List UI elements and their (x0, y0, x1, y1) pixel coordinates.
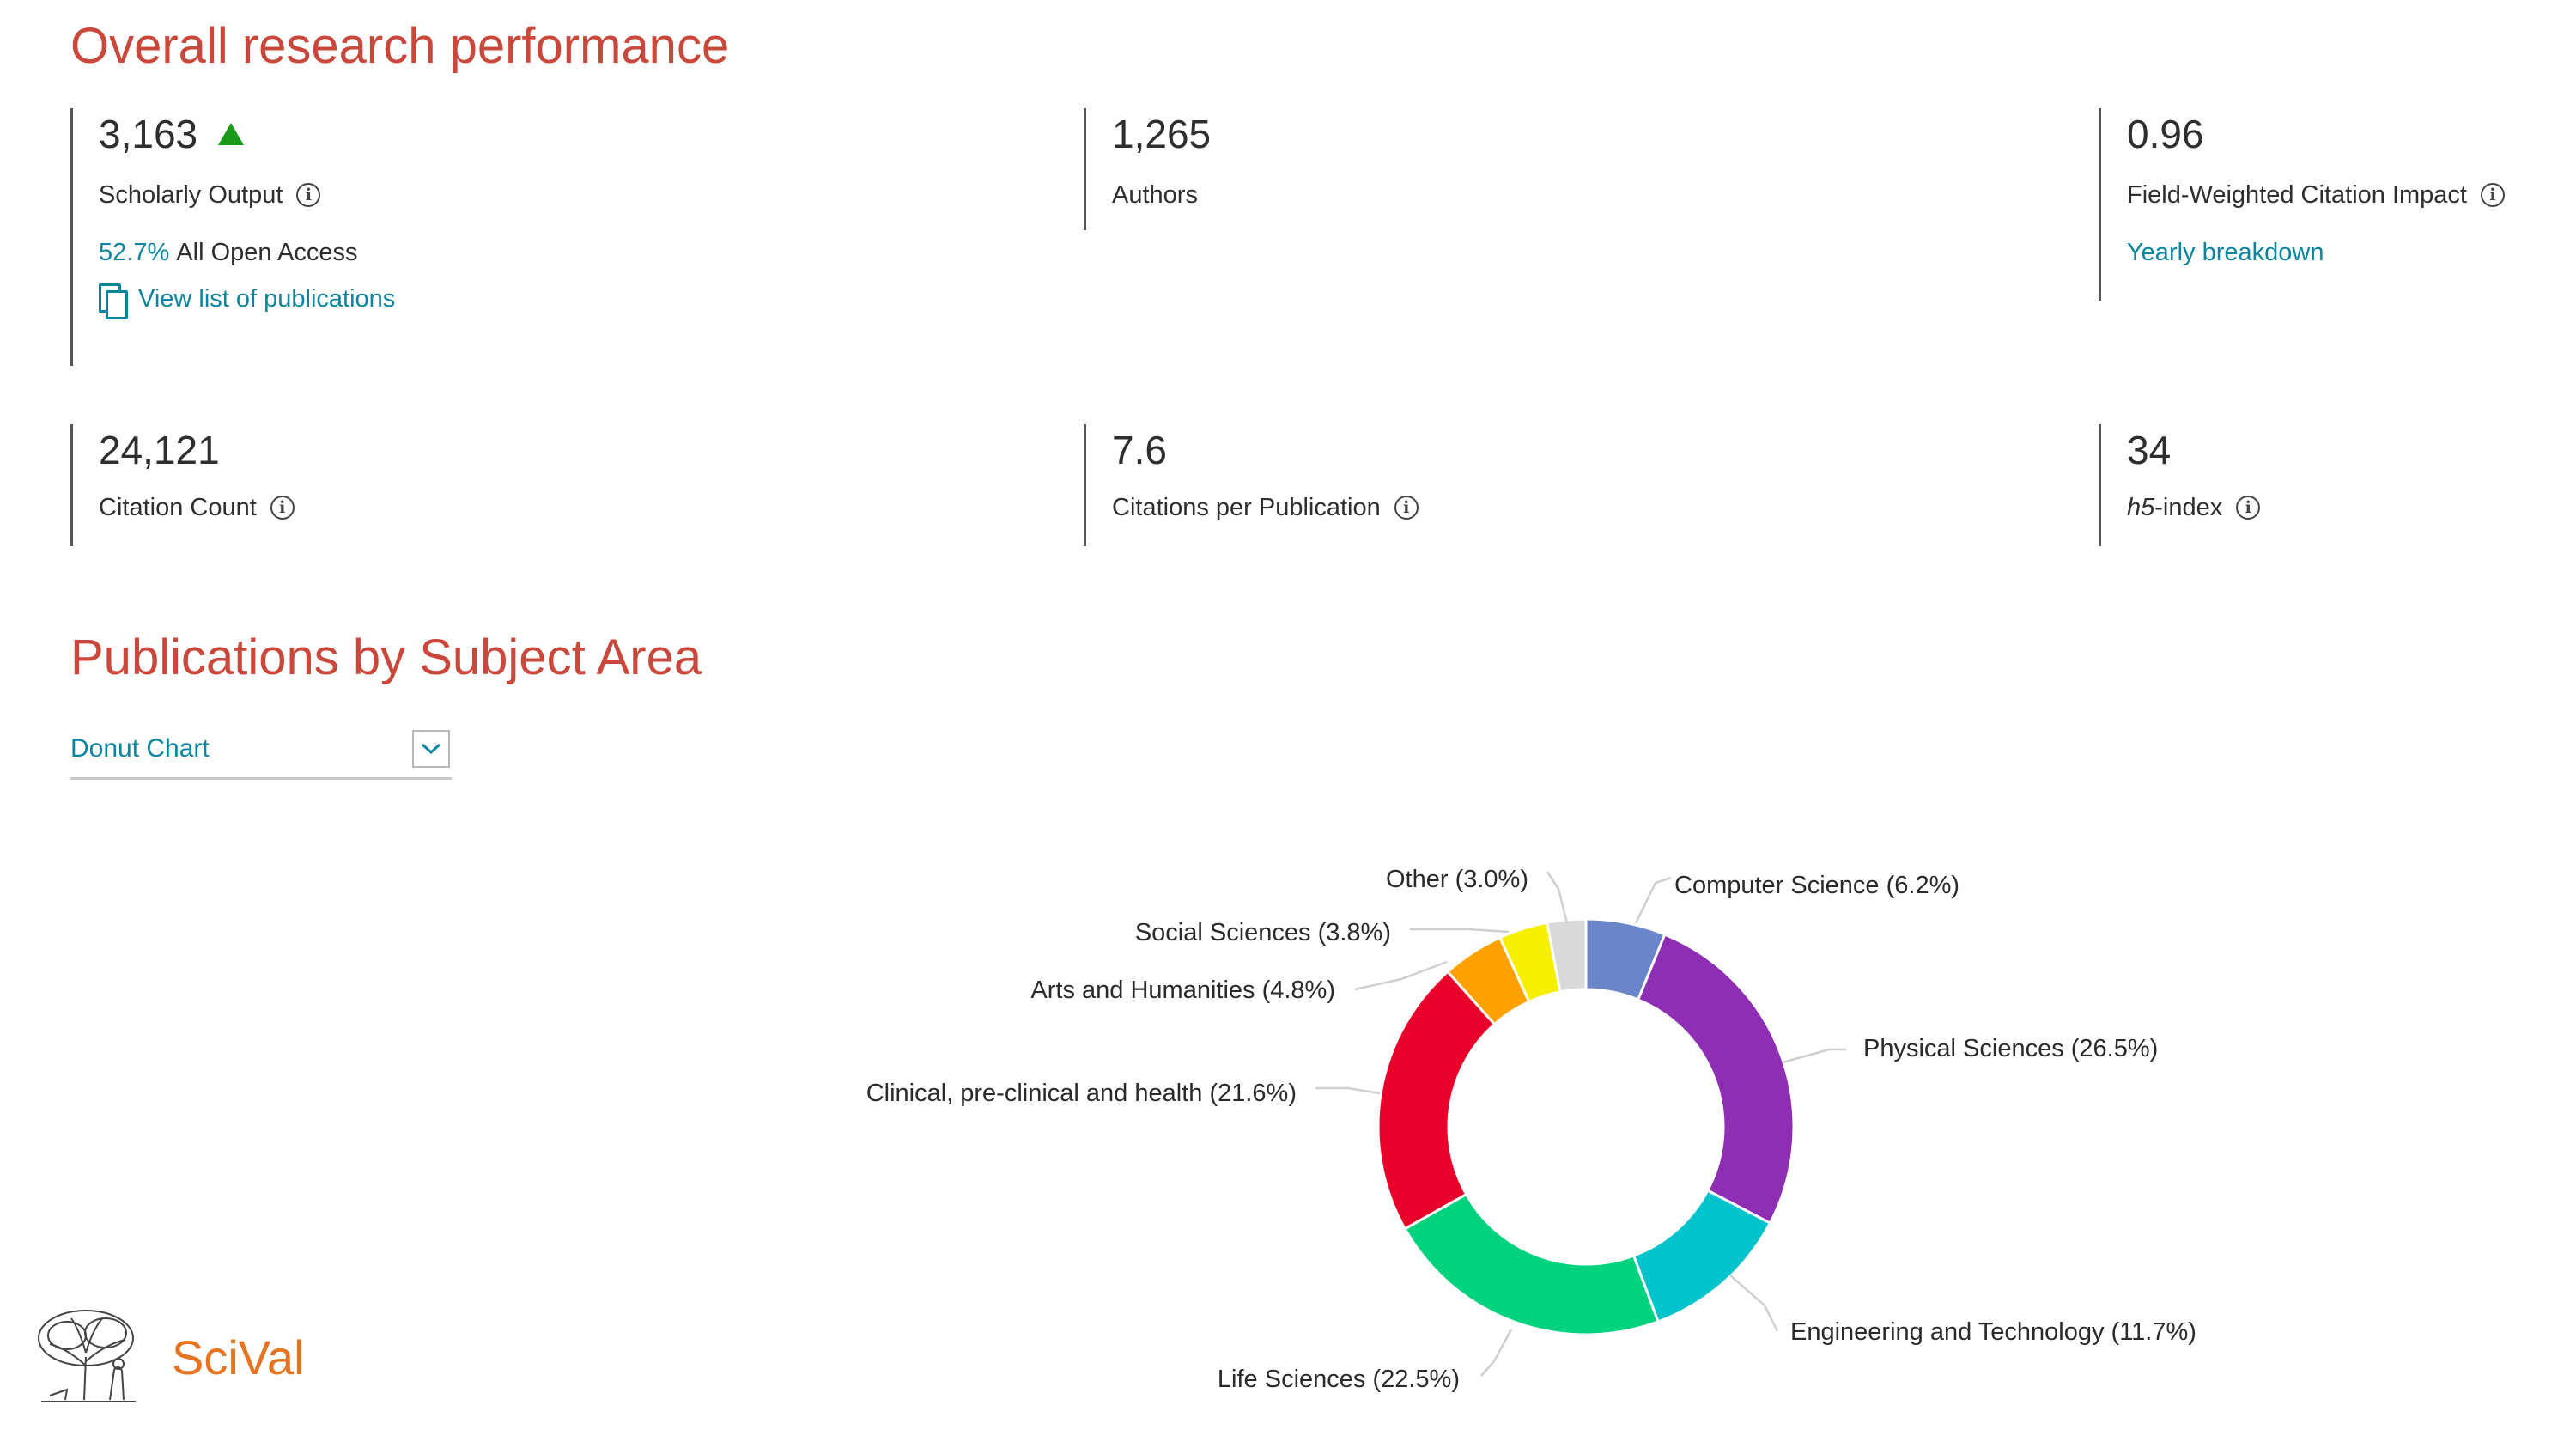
metric-citation-count: 24,121 Citation Count i (70, 424, 295, 546)
slice-label: Arts and Humanities (4.8%) (1030, 976, 1335, 1004)
citations-per-publication-label: Citations per Publication (1112, 493, 1381, 521)
slice-label: Clinical, pre-clinical and health (21.6%… (866, 1080, 1297, 1107)
performance-title: Overall research performance (70, 18, 730, 74)
citations-per-publication-value: 7.6 (1112, 428, 1167, 472)
view-publications-link[interactable]: View list of publications (99, 282, 396, 319)
info-icon[interactable]: i (1394, 496, 1419, 520)
scholarly-output-value: 3,163 (99, 112, 198, 156)
scival-logo: SciVal (33, 1305, 305, 1408)
info-icon[interactable]: i (2236, 496, 2261, 520)
trend-up-icon (218, 123, 245, 145)
scival-logo-text: SciVal (172, 1329, 305, 1384)
open-access-line: 52.7% All Open Access (99, 235, 395, 270)
scholarly-output-label: Scholarly Output (99, 180, 283, 209)
yearly-breakdown-link[interactable]: Yearly breakdown (2127, 238, 2324, 266)
metric-scholarly-output: 3,163 Scholarly Output i 52.7% All Open … (70, 108, 395, 366)
slice-label: Physical Sciences (26.5%) (1863, 1035, 2158, 1062)
donut-slice-physical-sciences[interactable] (1636, 933, 1795, 1226)
chevron-down-icon[interactable] (412, 729, 450, 768)
leader-line (1354, 960, 1448, 991)
leader-line (1782, 1048, 1846, 1064)
donut-slice-life-sciences[interactable] (1403, 1192, 1660, 1336)
h5-index-label: h5-index (2127, 493, 2223, 521)
open-access-label: All Open Access (176, 238, 358, 266)
citation-count-label: Citation Count (99, 493, 257, 521)
chart-type-dropdown[interactable]: Donut Chart (70, 720, 452, 780)
slice-label: Other (3.0%) (1386, 866, 1528, 893)
leader-line (1480, 1329, 1513, 1377)
donut-slice-clinical-pre-clinical-and-health[interactable] (1376, 970, 1497, 1231)
view-publications-text[interactable]: View list of publications (138, 284, 396, 313)
h5-index-value: 34 (2127, 428, 2172, 472)
fwci-value: 0.96 (2127, 112, 2204, 156)
leader-line (1546, 871, 1569, 924)
info-icon[interactable]: i (296, 183, 321, 207)
slice-label: Social Sciences (3.8%) (1135, 919, 1391, 946)
fwci-label: Field-Weighted Citation Impact (2127, 180, 2467, 209)
metric-fwci: 0.96 Field-Weighted Citation Impact i Ye… (2099, 108, 2505, 301)
documents-icon (99, 283, 128, 319)
metric-authors: 1,265 Authors (1084, 108, 1211, 230)
leader-line (1634, 876, 1672, 924)
slice-label: Life Sciences (22.5%) (1218, 1366, 1460, 1393)
donut-slice-other[interactable] (1545, 917, 1588, 994)
citation-count-value: 24,121 (99, 428, 220, 472)
info-icon[interactable]: i (270, 496, 295, 520)
metric-citations-per-publication: 7.6 Citations per Publication i (1084, 424, 1419, 546)
chart-type-selected: Donut Chart (70, 733, 210, 763)
elsevier-tree-icon (38, 1310, 136, 1402)
slice-label: Engineering and Technology (11.7%) (1790, 1318, 2196, 1346)
info-icon[interactable]: i (2480, 183, 2505, 207)
leader-line (1315, 1086, 1381, 1095)
leader-line (1729, 1275, 1779, 1332)
subject-area-title: Publications by Subject Area (70, 630, 702, 685)
metric-h5-index: 34 h5-index i (2099, 424, 2261, 546)
open-access-percent: 52.7% (99, 238, 170, 266)
slice-label: Computer Science (6.2%) (1674, 872, 1959, 899)
authors-value: 1,265 (1112, 112, 1212, 156)
leader-line (1410, 928, 1510, 934)
authors-label: Authors (1112, 180, 1198, 209)
